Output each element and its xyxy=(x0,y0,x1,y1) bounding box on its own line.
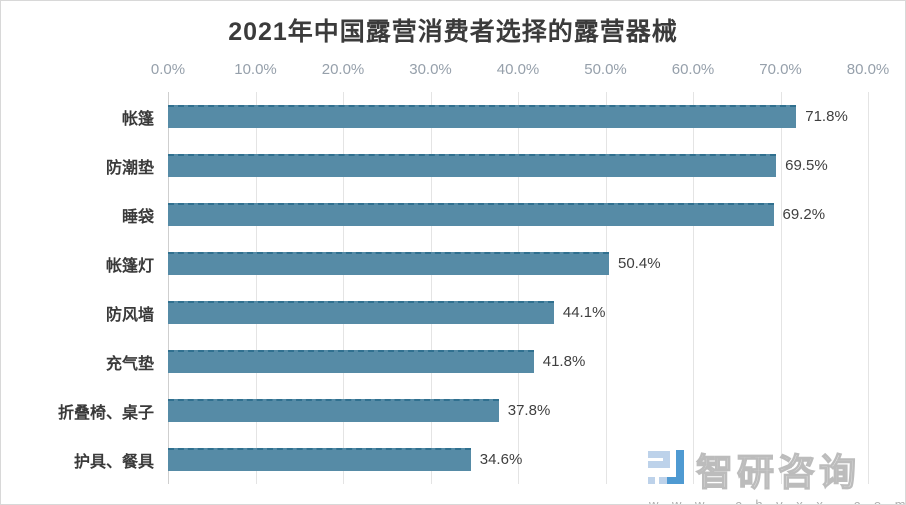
bar-row: 帐篷灯 50.4% xyxy=(1,239,905,288)
x-axis: 0.0% 10.0% 20.0% 30.0% 40.0% 50.0% 60.0%… xyxy=(151,61,889,81)
bar-track: 44.1% xyxy=(168,301,868,324)
x-axis-tick: 10.0% xyxy=(234,61,277,78)
x-axis-tick: 40.0% xyxy=(496,61,540,78)
x-axis-tick: 0.0% xyxy=(150,61,186,78)
bar xyxy=(168,203,774,226)
category-label: 帐篷 xyxy=(121,110,154,128)
gridline xyxy=(255,92,257,484)
bar-track: 34.6% xyxy=(168,448,868,471)
x-axis-tick: 80.0% xyxy=(846,61,890,78)
bar xyxy=(168,252,609,275)
bar-row: 防潮垫 69.5% xyxy=(1,141,905,190)
bar-track: 41.8% xyxy=(168,350,868,373)
watermark-url: w w w . c h v x x . c o m xyxy=(649,497,906,505)
bar xyxy=(168,105,797,128)
gridline xyxy=(343,92,344,484)
bar xyxy=(168,399,499,422)
bar-track: 50.4% xyxy=(168,252,868,275)
gridline xyxy=(693,92,694,484)
chart-title: 2021年中国露营消费者选择的露营器械 xyxy=(228,18,678,46)
gridline xyxy=(430,92,432,484)
category-label: 睡袋 xyxy=(121,208,154,226)
gridline xyxy=(868,92,869,484)
bar-row: 充气垫 41.8% xyxy=(1,337,905,386)
value-label: 44.1% xyxy=(562,304,606,321)
x-axis-tick: 60.0% xyxy=(671,61,715,78)
y-axis-line xyxy=(168,92,169,484)
x-axis-tick: 50.0% xyxy=(584,61,627,78)
plot-area xyxy=(168,92,869,484)
gridline xyxy=(605,92,607,484)
bar xyxy=(168,448,471,471)
bar-row: 帐篷 71.8% xyxy=(1,92,905,141)
bar-track: 37.8% xyxy=(168,399,868,422)
category-label: 防潮垫 xyxy=(105,159,154,177)
bar-track: 69.2% xyxy=(168,203,868,226)
bar-track: 69.5% xyxy=(168,154,868,177)
value-label: 69.2% xyxy=(782,206,826,223)
value-label: 69.5% xyxy=(785,157,828,174)
bar-rows: 帐篷 71.8% 防潮垫 69.5% 睡袋 69.2% 帐篷灯 50. xyxy=(1,92,905,484)
value-label: 41.8% xyxy=(542,353,586,370)
category-label: 帐篷灯 xyxy=(105,257,154,275)
watermark: 智研咨询 w w w . c h v x x . c o m xyxy=(643,442,906,505)
gridline xyxy=(518,92,519,484)
value-label: 50.4% xyxy=(618,255,661,272)
bar-row: 防风墙 44.1% xyxy=(1,288,905,337)
bar-row: 折叠椅、桌子 37.8% xyxy=(1,386,905,435)
bar xyxy=(168,154,777,177)
bar-row: 睡袋 69.2% xyxy=(1,190,905,239)
category-label: 折叠椅、桌子 xyxy=(57,404,154,422)
bar-row: 护具、餐具 34.6% xyxy=(1,435,905,484)
bar-track: 71.8% xyxy=(168,105,868,128)
value-label: 37.8% xyxy=(507,402,551,419)
category-label: 防风墙 xyxy=(105,306,154,324)
bar xyxy=(168,350,534,373)
zhiyan-logo-icon xyxy=(643,444,689,495)
x-axis-tick: 70.0% xyxy=(759,61,802,78)
x-axis-tick: 20.0% xyxy=(321,61,365,78)
category-label: 护具、餐具 xyxy=(73,453,154,471)
value-label: 34.6% xyxy=(479,451,523,468)
gridline xyxy=(780,92,782,484)
category-label: 充气垫 xyxy=(105,355,154,373)
value-label: 71.8% xyxy=(805,108,848,125)
x-axis-tick: 30.0% xyxy=(409,61,452,78)
watermark-brand: 智研咨询 xyxy=(695,451,860,493)
bar xyxy=(168,301,554,324)
